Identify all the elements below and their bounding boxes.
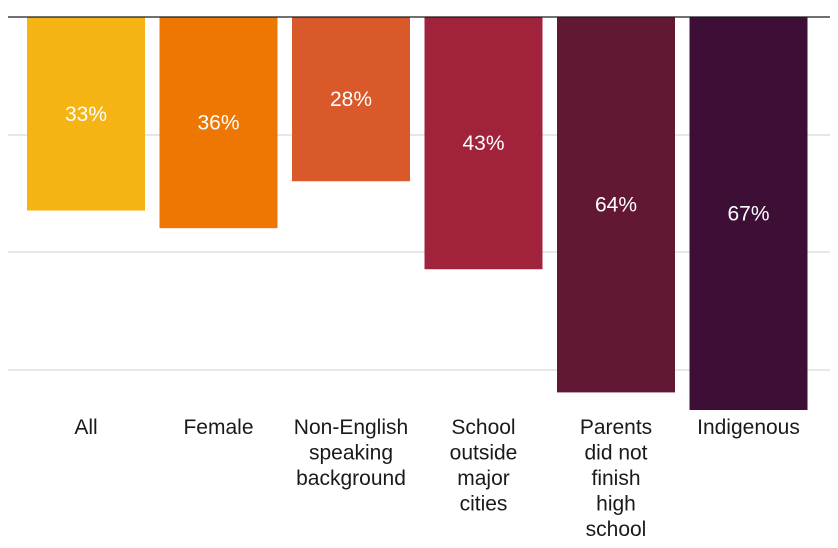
category-label: Female [183, 416, 253, 439]
category-label-line: Indigenous [697, 416, 800, 439]
data-label: 36% [197, 112, 239, 135]
bars [27, 17, 808, 410]
category-label-line: did not [584, 442, 647, 465]
category-label-line: speaking [309, 442, 393, 465]
category-label-line: All [74, 416, 97, 439]
category-label-line: finish [591, 467, 640, 490]
bar [27, 17, 145, 211]
bar [292, 17, 410, 182]
data-label: 33% [65, 103, 107, 126]
data-label: 64% [595, 194, 637, 217]
data-label: 67% [727, 203, 769, 226]
category-label: Non-English speaking background [294, 416, 408, 490]
category-label-line: cities [460, 493, 508, 516]
category-label-line: Female [183, 416, 253, 439]
category-label-line: high [596, 493, 636, 516]
category-label-line: Parents [580, 416, 652, 439]
category-label-line: major [457, 467, 510, 490]
category-labels: All Female Non-English speaking background Sc… [74, 416, 800, 541]
category-label-line: background [296, 467, 406, 490]
data-label: 28% [330, 88, 372, 111]
category-label-line: Non-English [294, 416, 408, 439]
category-label: Parents did not finish high school [580, 416, 652, 541]
category-label-line: outside [450, 442, 518, 465]
category-label-line: school [586, 518, 647, 541]
category-label: All [74, 416, 97, 439]
bar [689, 17, 808, 410]
bar [557, 17, 675, 393]
bar [424, 17, 543, 270]
data-labels: 33% 36% 28% 43% 64% 67% [65, 88, 770, 225]
data-label: 43% [462, 132, 504, 155]
category-label-line: School [451, 416, 515, 439]
bar [159, 17, 278, 229]
category-label: Indigenous [697, 416, 800, 439]
category-label: School outside major cities [450, 416, 518, 516]
